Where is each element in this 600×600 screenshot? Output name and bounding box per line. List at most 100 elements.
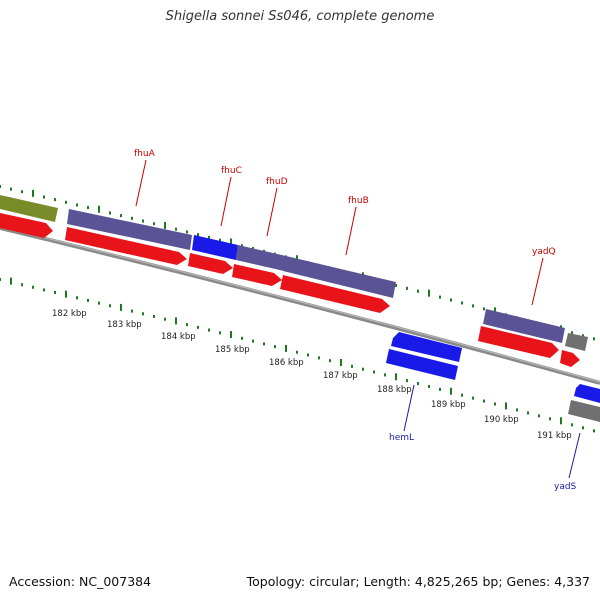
gene-track-plus (0, 195, 588, 351)
cds-yadQ[interactable] (478, 326, 559, 358)
minor-tick (329, 359, 331, 363)
minor-tick (21, 190, 23, 194)
minor-tick (208, 235, 210, 239)
minor-tick (538, 414, 540, 418)
minor-tick (142, 312, 144, 316)
cds-track-minus (386, 332, 600, 422)
rrna-feature[interactable] (0, 195, 58, 222)
cds-yadS[interactable] (574, 384, 600, 403)
major-tick (494, 307, 496, 315)
gene-fhuA[interactable] (67, 209, 192, 250)
minor-tick (208, 328, 210, 332)
major-tick (340, 359, 342, 367)
minor-tick (461, 301, 463, 305)
minor-tick (76, 203, 78, 207)
scale-label: 187 kbp (323, 371, 358, 381)
major-tick (175, 317, 177, 325)
gene-label-fhuB[interactable]: fhuB (348, 196, 369, 206)
genome-backbone (0, 226, 600, 385)
minor-tick (439, 295, 441, 299)
minor-tick (186, 323, 188, 327)
label-leader-fhuA (135, 159, 147, 207)
minor-tick (549, 417, 551, 421)
gene-label-yadQ[interactable]: yadQ (532, 247, 556, 257)
cds-fhuC[interactable] (188, 253, 233, 274)
cds-hemL-upper[interactable] (391, 332, 462, 362)
minor-tick (395, 283, 397, 287)
minor-tick (417, 289, 419, 293)
gene-label-hemL[interactable]: hemL (389, 433, 414, 443)
minor-tick (54, 291, 56, 295)
minor-tick (21, 283, 23, 287)
cds-fhuD[interactable] (232, 264, 282, 286)
major-tick (164, 221, 166, 229)
minor-tick (439, 387, 441, 391)
minor-tick (87, 298, 89, 302)
minor-tick (571, 423, 573, 427)
gene-fhuD[interactable] (236, 245, 286, 271)
major-tick (120, 303, 122, 311)
minor-tick (197, 325, 199, 329)
minor-tick (384, 373, 386, 377)
minor-tick (219, 238, 221, 242)
gene-label-fhuC[interactable]: fhuC (221, 166, 242, 176)
minor-tick (593, 337, 595, 341)
minor-tick (263, 342, 265, 346)
major-tick (65, 290, 67, 298)
major-tick (32, 189, 34, 197)
minor-tick (186, 230, 188, 234)
minor-tick (582, 334, 584, 338)
gene-yadQ[interactable] (483, 309, 565, 343)
minor-tick (318, 356, 320, 360)
scale-label: 183 kbp (107, 320, 142, 330)
topology-summary: Topology: circular; Length: 4,825,265 bp… (246, 574, 590, 589)
map-title: Shigella sonnei Ss046, complete genome (165, 9, 435, 24)
minor-tick (131, 309, 133, 313)
cds-left[interactable] (0, 213, 53, 238)
cds-fhuA[interactable] (65, 227, 187, 265)
scale-label: 188 kbp (377, 385, 412, 395)
pseudo-gene-yadS[interactable] (568, 400, 600, 422)
minor-tick (351, 364, 353, 368)
gene-label-yadS[interactable]: yadS (554, 482, 577, 492)
minor-tick (0, 185, 1, 188)
minor-tick (450, 298, 452, 302)
gene-fhuB[interactable] (283, 256, 396, 298)
minor-tick (241, 244, 243, 248)
minor-tick (54, 198, 56, 202)
major-tick (505, 402, 507, 410)
minor-tick (32, 285, 34, 289)
scale-label: 185 kbp (215, 345, 250, 355)
minor-tick (417, 382, 419, 386)
minor-tick (406, 286, 408, 290)
minor-tick (43, 288, 45, 292)
inner-tick-ring (0, 277, 595, 433)
minor-tick (516, 408, 518, 412)
minor-tick (109, 304, 111, 308)
pseudo-gene-right[interactable] (565, 333, 588, 351)
minor-tick (0, 278, 1, 281)
scale-label: 191 kbp (537, 431, 572, 441)
minor-tick (483, 399, 485, 403)
cds-track-plus (0, 213, 580, 367)
minor-tick (472, 396, 474, 400)
cds-right-small[interactable] (560, 350, 580, 367)
cds-hemL[interactable] (386, 349, 458, 380)
minor-tick (98, 301, 100, 305)
minor-tick (494, 402, 496, 406)
minor-tick (406, 379, 408, 383)
minor-tick (87, 206, 89, 210)
minor-tick (153, 314, 155, 318)
cds-fhuB[interactable] (280, 275, 390, 313)
gene-label-fhuD[interactable]: fhuD (266, 177, 288, 187)
scale-label: 182 kbp (52, 309, 87, 319)
major-tick (560, 417, 562, 425)
minor-tick (362, 367, 364, 371)
gene-label-fhuA[interactable]: fhuA (134, 149, 156, 159)
scale-label: 184 kbp (161, 332, 196, 342)
major-tick (98, 205, 100, 213)
minor-tick (428, 384, 430, 388)
gene-fhuC[interactable] (192, 235, 238, 260)
label-leader-fhuD (266, 187, 278, 237)
